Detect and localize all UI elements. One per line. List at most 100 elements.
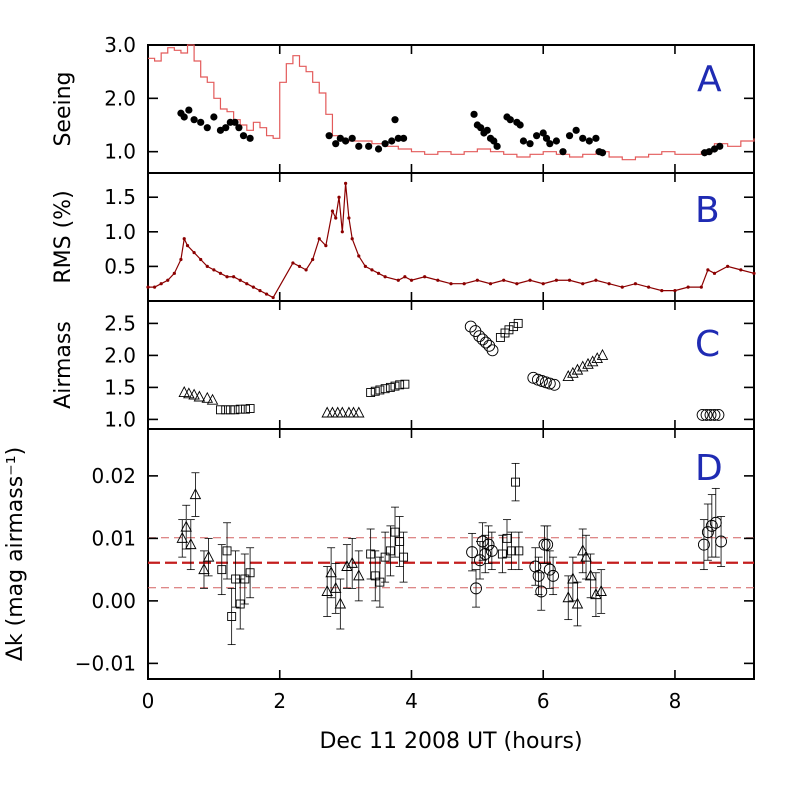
rms-point xyxy=(297,264,302,269)
rms-point xyxy=(686,285,690,289)
seeing-point xyxy=(533,132,541,140)
x-axis-label: Dec 11 2008 UT (hours) xyxy=(319,729,582,754)
panel-b-ylabel: RMS (%) xyxy=(51,190,76,283)
rms-point xyxy=(699,285,703,289)
rms-point xyxy=(633,282,638,286)
rms-point xyxy=(396,278,400,282)
panel-c-ytick-label: 2.5 xyxy=(104,311,136,335)
panel-d-series-squares_2 xyxy=(366,506,409,608)
panel-label-a: A xyxy=(697,59,722,100)
panel-label-b: B xyxy=(695,190,720,231)
seeing-point xyxy=(598,149,607,157)
seeing-point xyxy=(483,126,491,134)
panel-c-series-triangles_2 xyxy=(321,406,365,418)
triangle-marker xyxy=(595,585,607,596)
square-marker xyxy=(511,477,521,487)
seeing-point xyxy=(579,134,587,142)
rms-point xyxy=(172,271,176,275)
panel-label-d: D xyxy=(695,448,723,489)
rms-point xyxy=(166,278,170,282)
circle-marker xyxy=(466,546,479,559)
seeing-point xyxy=(239,132,248,140)
circle-marker xyxy=(543,377,556,390)
rms-point xyxy=(449,282,453,286)
rms-point xyxy=(146,285,150,289)
rms-point xyxy=(159,282,163,286)
square-marker xyxy=(495,333,505,342)
seeing-point xyxy=(516,121,524,129)
seeing-point xyxy=(559,148,567,156)
square-marker xyxy=(225,405,235,415)
panel-b-ytick-label: 1.0 xyxy=(104,220,136,244)
square-marker xyxy=(509,322,519,332)
seeing-point xyxy=(716,142,724,150)
triangle-marker xyxy=(584,569,597,581)
panel-c-series-squares_2 xyxy=(366,379,410,397)
rms-point xyxy=(436,278,440,282)
x-tick-label: 4 xyxy=(405,689,418,713)
square-marker xyxy=(366,388,376,397)
circle-marker xyxy=(464,320,477,333)
rms-point xyxy=(291,261,295,265)
circle-marker xyxy=(548,378,561,391)
rms-point xyxy=(271,295,275,300)
seeing-point xyxy=(235,124,243,132)
rms-point xyxy=(347,216,351,220)
square-marker xyxy=(385,546,395,556)
triangle-marker xyxy=(185,538,197,550)
seeing-point xyxy=(592,134,600,142)
rms-point xyxy=(340,230,344,234)
panel-b-series-rms xyxy=(146,181,756,300)
rms-point xyxy=(311,257,315,262)
seeing-point xyxy=(519,137,528,145)
rms-point xyxy=(403,275,407,279)
circle-marker xyxy=(479,336,492,349)
triangle-marker xyxy=(329,581,342,593)
rms-point xyxy=(673,289,677,293)
x-tick-label: 0 xyxy=(142,689,155,713)
triangle-marker xyxy=(189,488,202,500)
seeing-point xyxy=(332,140,340,148)
seeing-point xyxy=(381,140,389,148)
seeing-point xyxy=(477,124,485,132)
rms-point xyxy=(726,264,730,269)
circle-marker xyxy=(715,535,728,548)
square-marker xyxy=(375,385,385,395)
circle-marker xyxy=(486,344,499,357)
seeing-point xyxy=(374,145,383,153)
panel-b-ytick-label: 1.5 xyxy=(104,185,136,209)
x-tick-label: 8 xyxy=(669,689,682,713)
x-tick-label: 2 xyxy=(273,689,286,713)
triangle-marker xyxy=(567,366,579,378)
panel-a-ytick-label: 3.0 xyxy=(104,33,136,57)
seeing-point xyxy=(546,140,554,148)
seeing-point xyxy=(470,110,478,118)
rms-point xyxy=(567,278,572,282)
panel-a-series-seeing_monitor xyxy=(148,44,755,161)
triangle-marker xyxy=(353,569,365,581)
panel-a-ytick-label: 1.0 xyxy=(104,140,136,164)
rms-point xyxy=(199,257,203,262)
square-marker xyxy=(399,552,409,562)
data-layer xyxy=(146,44,756,646)
square-marker xyxy=(370,386,380,396)
circle-marker xyxy=(712,408,725,421)
rms-point xyxy=(251,285,255,289)
rms-point xyxy=(475,278,479,282)
triangle-marker xyxy=(180,520,192,532)
square-marker xyxy=(245,568,255,578)
rms-point xyxy=(752,271,756,275)
panel-d-ytick-label: 0.02 xyxy=(91,464,136,488)
triangle-marker xyxy=(596,348,609,360)
circle-marker xyxy=(535,585,548,598)
triangle-marker xyxy=(591,352,603,364)
triangle-marker xyxy=(183,387,195,399)
seeing-point xyxy=(185,106,193,114)
circle-marker xyxy=(700,408,713,421)
rms-point xyxy=(212,268,216,272)
triangle-marker xyxy=(334,597,347,609)
triangle-marker xyxy=(206,393,219,405)
seeing-point xyxy=(542,134,551,142)
circle-marker xyxy=(485,544,498,557)
